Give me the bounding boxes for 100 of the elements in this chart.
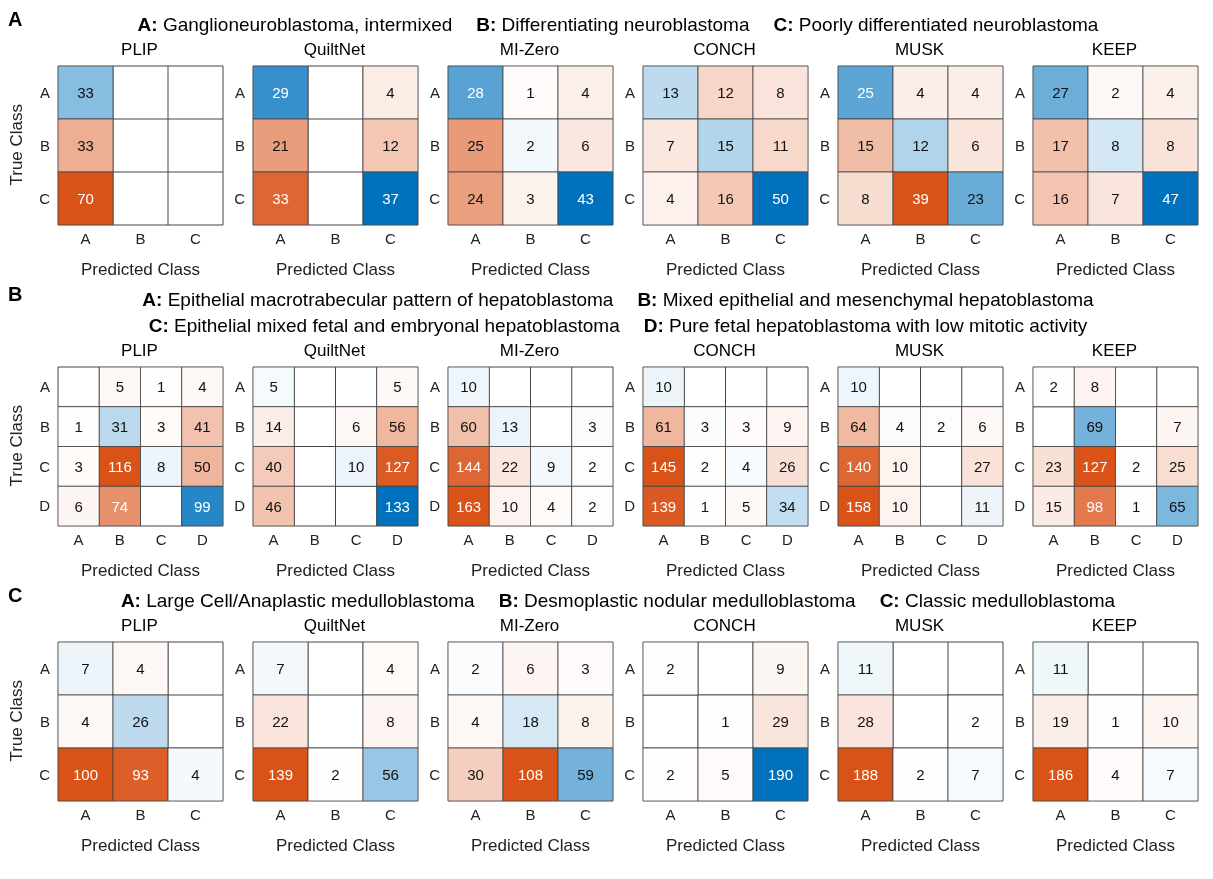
y-tick-label: A: [429, 659, 440, 677]
x-tick-label: B: [1089, 530, 1100, 548]
data-label: 1: [721, 713, 730, 730]
data-label: 2: [1111, 84, 1120, 101]
data-label: 10: [1162, 713, 1179, 730]
data-label: 4: [546, 497, 556, 515]
x-axis-title: Predicted Class: [860, 260, 981, 279]
data-label: 133: [384, 497, 410, 515]
data-label: 7: [1173, 418, 1182, 436]
data-label: 8: [156, 457, 166, 475]
data-label: 5: [269, 378, 278, 396]
y-tick-label: A: [819, 659, 830, 677]
x-tick-label: A: [80, 805, 91, 823]
y-tick-label: B: [624, 712, 635, 730]
data-label: 7: [1166, 766, 1175, 783]
text: C: Poorly differentiated neuroblastoma: [773, 14, 1099, 36]
data-label: 1: [700, 497, 710, 515]
chart-title: KEEP: [1090, 616, 1139, 637]
data-label: 25: [857, 84, 874, 101]
x-tick-label: C: [190, 805, 202, 823]
data-label: 5: [741, 497, 751, 515]
x-tick-label: C: [385, 229, 397, 247]
y-tick-label: C: [429, 765, 441, 783]
data-label: 56: [389, 418, 406, 436]
data-label: 3: [700, 418, 710, 436]
data-label: 15: [717, 137, 734, 154]
x-axis-title: Predicted Class: [1055, 561, 1176, 580]
data-label: 33: [272, 190, 289, 207]
y-tick-label: C: [429, 457, 441, 475]
text: B: Desmoplastic nodular medulloblastoma: [498, 590, 856, 612]
x-axis-title: Predicted Class: [275, 260, 396, 279]
data-label: 2: [331, 766, 340, 783]
data-label: 15: [1045, 497, 1062, 515]
y-tick-label: A: [1014, 659, 1025, 677]
data-label: 14: [265, 418, 282, 436]
x-axis-title: Predicted Class: [665, 561, 786, 580]
x-tick-label: C: [580, 229, 592, 247]
y-tick-label: C: [819, 457, 831, 475]
data-label: 10: [501, 497, 519, 515]
chart-title: CONCH: [692, 341, 757, 362]
chart-title: PLIP: [120, 341, 159, 362]
data-label: 6: [581, 137, 590, 154]
data-label: 190: [767, 766, 794, 783]
data-label: 145: [651, 457, 677, 475]
chart-title: PLIP: [120, 616, 159, 637]
chart-title: MI-Zero: [498, 40, 561, 61]
data-label: 1: [156, 378, 166, 396]
x-tick-label: B: [915, 805, 926, 823]
y-tick-label: A: [234, 83, 245, 101]
y-tick-label: C: [39, 457, 51, 475]
chart-title: PLIP: [120, 40, 159, 61]
text: A: Large Cell/Anaplastic medulloblastoma: [120, 590, 475, 612]
y-tick-label: B: [39, 417, 50, 435]
x-axis-title: Predicted Class: [1055, 260, 1176, 279]
y-tick-label: D: [429, 497, 441, 515]
data-label: 27: [974, 457, 991, 475]
x-tick-label: B: [699, 530, 710, 548]
data-label: 4: [581, 84, 590, 101]
text: C: Epithelial mixed fetal and embryonal hepatoblastoma: [148, 315, 620, 337]
y-tick-label: C: [234, 457, 246, 475]
data-label: 5: [393, 378, 402, 396]
data-label: 2: [471, 660, 480, 677]
y-tick-label: A: [234, 659, 245, 677]
y-tick-label: A: [624, 378, 635, 396]
data-label: 11: [857, 660, 874, 677]
data-label: 26: [132, 713, 149, 730]
data-label: 24: [467, 190, 484, 207]
data-label: 34: [779, 497, 796, 515]
y-tick-label: B: [1014, 136, 1025, 154]
y-tick-label: B: [624, 417, 635, 435]
text: A: Ganglioneuroblastoma, intermixed: [137, 14, 453, 36]
data-label: 2: [666, 660, 675, 677]
data-label: 3: [581, 660, 590, 677]
x-tick-label: A: [658, 530, 669, 548]
x-tick-label: A: [470, 805, 481, 823]
data-label: 33: [77, 137, 94, 154]
y-tick-label: C: [624, 189, 636, 207]
y-tick-label: B: [819, 136, 830, 154]
y-axis-title: True Class: [7, 679, 27, 762]
y-tick-label: C: [624, 765, 636, 783]
data-label: 5: [115, 378, 125, 396]
y-tick-label: C: [819, 189, 831, 207]
data-label: 4: [895, 418, 905, 436]
x-axis-title: Predicted Class: [470, 260, 591, 279]
data-label: 19: [1052, 713, 1069, 730]
x-tick-label: A: [275, 805, 286, 823]
x-axis-title: Predicted Class: [80, 836, 201, 855]
data-label: 10: [460, 378, 477, 396]
y-tick-label: B: [234, 417, 245, 435]
data-label: 18: [522, 713, 539, 730]
data-label: 2: [588, 497, 597, 515]
data-label: 46: [265, 497, 282, 515]
y-tick-label: B: [234, 712, 245, 730]
data-label: 139: [267, 766, 294, 783]
data-label: 4: [471, 713, 480, 730]
chart-title: MUSK: [893, 40, 946, 61]
y-tick-label: C: [39, 189, 51, 207]
x-tick-label: C: [155, 530, 167, 548]
data-label: 2: [700, 457, 710, 475]
data-label: 9: [783, 418, 792, 436]
